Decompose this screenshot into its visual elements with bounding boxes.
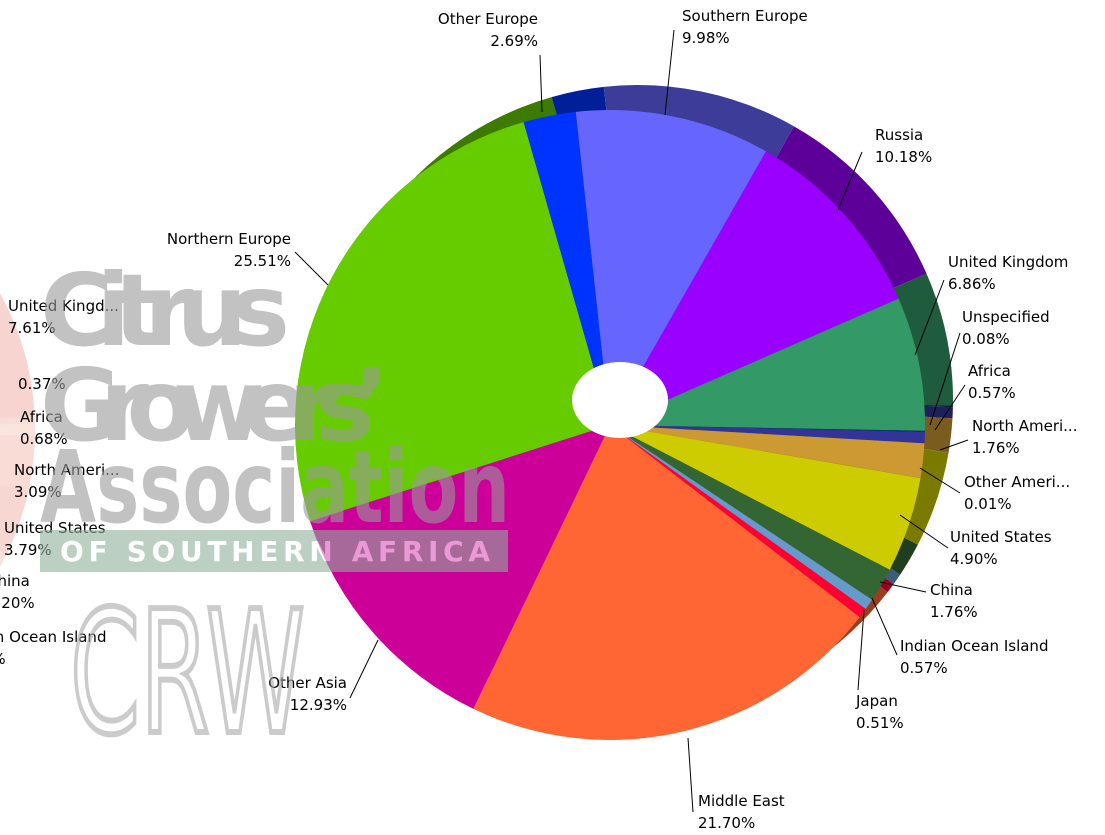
watermark: Citrus Growers’ Association OF SOUTHERN … (40, 252, 510, 776)
slice-value: 1.20% (0, 594, 35, 612)
slice-value: 21.70% (698, 814, 755, 832)
slice-label: Africa (968, 362, 1011, 380)
slice (523, 111, 610, 425)
slice-value: 4.90% (950, 550, 998, 568)
slice-label: United Kingd... (8, 297, 119, 315)
watermark-line: Growers’ (40, 347, 390, 464)
leader-line (939, 439, 969, 451)
slice-value: 0.68% (20, 430, 68, 448)
slice-value: 3.09% (14, 483, 62, 501)
leader-line (899, 514, 949, 549)
hole (572, 362, 668, 438)
slice-value: 10.18% (875, 148, 932, 166)
slice (610, 425, 921, 479)
slice-label: Indian Ocean Island (900, 637, 1048, 655)
left-pie: United Kingd... 7.61% 0.37% Africa 0.68% Nort… (0, 293, 119, 668)
slice-value: 7.61% (8, 319, 56, 337)
slice-label: China (0, 572, 30, 590)
slice (610, 425, 925, 444)
slice-label: Unspecified (962, 308, 1050, 326)
tagline: OF SOUTHERN AFRICA (60, 535, 490, 568)
leader-line (349, 639, 379, 699)
leader-line (294, 251, 329, 286)
slice (610, 151, 899, 425)
slice (0, 423, 35, 436)
slice-label: Middle East (698, 792, 785, 810)
slice (295, 122, 610, 522)
slice-label: North Ameri... (14, 461, 119, 479)
slice (0, 484, 29, 555)
slice-value: 0.37% (18, 375, 66, 393)
leader-line (871, 597, 898, 656)
leader-line (687, 737, 694, 813)
slice (575, 110, 767, 426)
slice-value: 12.93% (290, 696, 347, 714)
slice-label: Russia (875, 126, 923, 144)
slice-label: Northern Europe (167, 230, 291, 248)
leader-line (919, 467, 961, 494)
slice (610, 425, 873, 609)
leader-line (837, 151, 863, 211)
slice-label: North Ameri... (972, 417, 1077, 435)
slice-value: 0.08% (962, 330, 1010, 348)
main-pie: Unspecified 0.08% Africa 0.57% North Ameri..… (167, 7, 1078, 832)
slice-label: China (930, 581, 973, 599)
slice-value: 6.86% (948, 275, 996, 293)
slice-label: Southern Europe (682, 7, 808, 25)
slice-value: 1.76% (972, 439, 1020, 457)
watermark-line: Citrus (40, 252, 290, 369)
leader-line (929, 332, 961, 426)
slice-value: 25.51% (234, 252, 291, 270)
slice-value: 2.69% (490, 32, 538, 50)
slice-value: 1.76% (930, 603, 978, 621)
watermark-line: Association (40, 429, 510, 546)
leader-line (539, 54, 543, 113)
slice (610, 298, 925, 431)
slice-label: United Kingdom (948, 253, 1068, 271)
slice-label: Africa (20, 408, 63, 426)
slice-label: Japan (855, 692, 898, 710)
slice-label: Other Europe (438, 10, 538, 28)
slice (610, 425, 925, 478)
slice (610, 425, 890, 600)
slice-label: United States (950, 528, 1052, 546)
slice-value: 0.57% (900, 659, 948, 677)
slice (610, 425, 866, 618)
slice (610, 425, 921, 570)
slice-label: Indian Ocean Island (0, 628, 106, 646)
slice (0, 293, 35, 419)
leader-line (664, 29, 675, 116)
leader-line (934, 384, 966, 431)
leader-line (857, 609, 865, 691)
slice-value: 0.57% (968, 384, 1016, 402)
slice (473, 425, 860, 740)
logo: CRW (70, 575, 305, 773)
slice (0, 551, 7, 567)
slice-value: 0.01% (964, 495, 1012, 513)
slice-value: 0.51% (856, 714, 904, 732)
slice-value: 3.79% (4, 541, 52, 559)
slice (0, 435, 35, 491)
slice-label: Other Ameri... (964, 473, 1070, 491)
slice-label: Other Asia (268, 674, 347, 692)
leader-line (879, 581, 927, 593)
leader-line (914, 279, 945, 356)
slice (0, 417, 35, 425)
slice-value: 0.52% (0, 650, 6, 668)
slice (610, 425, 925, 433)
tagline-bar (40, 530, 508, 572)
slice-value: 9.98% (682, 29, 730, 47)
